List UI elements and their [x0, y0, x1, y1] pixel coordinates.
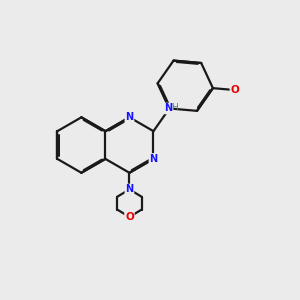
Text: H: H: [172, 103, 178, 112]
Text: N: N: [164, 103, 172, 113]
Text: N: N: [125, 112, 134, 122]
Text: N: N: [125, 184, 134, 194]
Text: N: N: [149, 154, 158, 164]
Text: O: O: [230, 85, 239, 94]
Text: O: O: [125, 212, 134, 222]
